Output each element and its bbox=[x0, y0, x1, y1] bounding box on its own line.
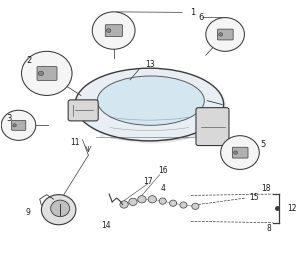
Circle shape bbox=[192, 203, 199, 209]
Circle shape bbox=[13, 124, 16, 127]
Circle shape bbox=[92, 12, 135, 49]
FancyBboxPatch shape bbox=[232, 147, 248, 158]
Text: 18: 18 bbox=[262, 184, 271, 193]
Text: 12: 12 bbox=[287, 204, 297, 213]
Ellipse shape bbox=[78, 71, 226, 144]
Text: 4: 4 bbox=[160, 185, 165, 193]
Text: 9: 9 bbox=[26, 208, 31, 217]
Circle shape bbox=[38, 71, 43, 76]
FancyBboxPatch shape bbox=[196, 108, 229, 146]
FancyBboxPatch shape bbox=[218, 29, 233, 40]
Circle shape bbox=[120, 201, 128, 208]
Text: MOTOR: MOTOR bbox=[98, 118, 201, 143]
Text: 13: 13 bbox=[145, 60, 154, 69]
Circle shape bbox=[180, 202, 187, 208]
Circle shape bbox=[129, 198, 137, 205]
Circle shape bbox=[169, 200, 177, 206]
FancyBboxPatch shape bbox=[68, 100, 98, 121]
FancyBboxPatch shape bbox=[105, 25, 122, 37]
Ellipse shape bbox=[75, 68, 224, 141]
Circle shape bbox=[22, 51, 72, 96]
Circle shape bbox=[219, 33, 223, 36]
Circle shape bbox=[138, 196, 146, 203]
Circle shape bbox=[106, 29, 111, 32]
FancyBboxPatch shape bbox=[12, 121, 26, 130]
Circle shape bbox=[51, 200, 70, 217]
Ellipse shape bbox=[97, 76, 204, 125]
Text: 11: 11 bbox=[70, 138, 80, 147]
Text: 8: 8 bbox=[266, 224, 271, 233]
Circle shape bbox=[234, 151, 238, 154]
FancyBboxPatch shape bbox=[37, 67, 57, 80]
Circle shape bbox=[221, 136, 259, 169]
Text: 2: 2 bbox=[26, 56, 31, 65]
Text: 6: 6 bbox=[198, 13, 204, 22]
Text: 1: 1 bbox=[190, 8, 196, 17]
Circle shape bbox=[1, 110, 36, 140]
Circle shape bbox=[41, 195, 76, 225]
Text: 17: 17 bbox=[143, 177, 153, 186]
Text: 3: 3 bbox=[7, 114, 12, 123]
Circle shape bbox=[206, 17, 244, 51]
Text: 14: 14 bbox=[101, 221, 111, 230]
Circle shape bbox=[159, 198, 166, 204]
Text: 16: 16 bbox=[158, 166, 167, 175]
Text: 5: 5 bbox=[260, 140, 266, 149]
Text: 15: 15 bbox=[249, 193, 259, 203]
Circle shape bbox=[148, 196, 157, 203]
